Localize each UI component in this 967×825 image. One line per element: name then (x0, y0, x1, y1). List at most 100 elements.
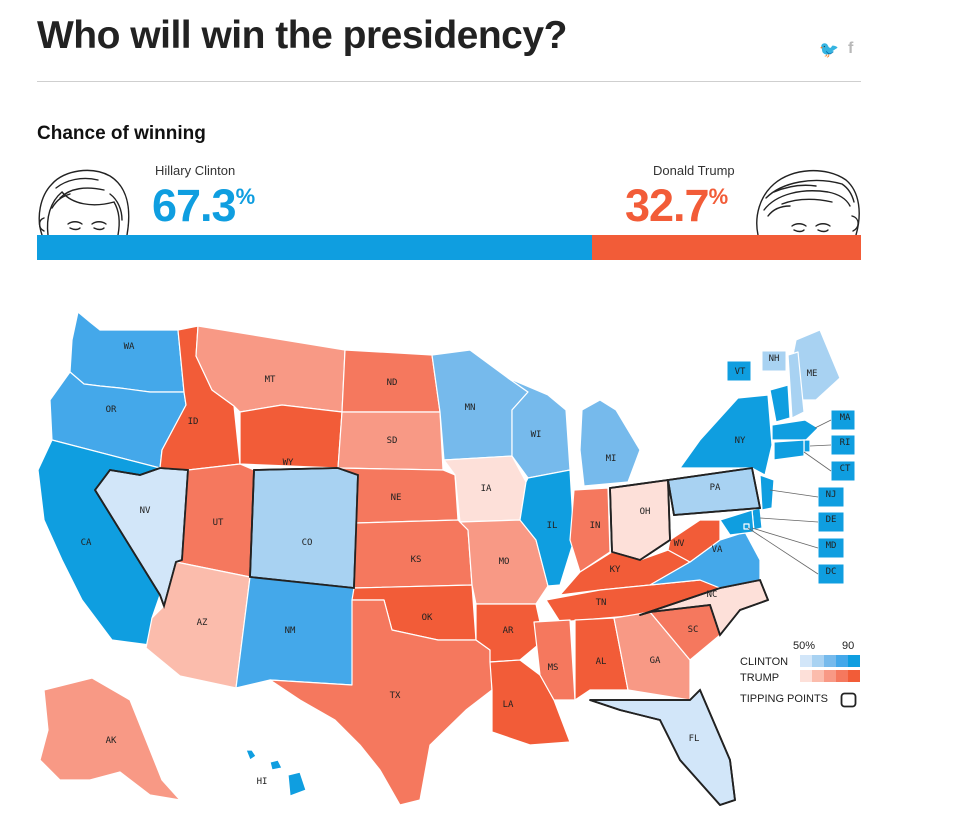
legend-clinton-label: CLINTON (740, 656, 789, 668)
callout-leader-line (747, 527, 819, 575)
state-ms[interactable] (533, 619, 576, 701)
trump-probability-bar (592, 235, 861, 260)
state-label-ak: AK (106, 736, 117, 746)
state-label-nc: NC (707, 590, 718, 600)
state-label-nj: NJ (826, 490, 837, 500)
state-vt[interactable] (769, 384, 791, 423)
state-label-id: ID (188, 417, 199, 427)
state-label-ny: NY (735, 436, 746, 446)
state-label-nh: NH (769, 354, 780, 364)
clinton-portrait-icon (38, 169, 130, 236)
state-nh[interactable] (787, 351, 805, 419)
state-ak[interactable] (39, 677, 181, 801)
tipping-point-icon (840, 692, 857, 708)
state-ny[interactable] (679, 394, 773, 476)
legend-swatch (812, 655, 824, 667)
state-label-tx: TX (390, 691, 401, 701)
state-label-fl: FL (689, 734, 700, 744)
state-mi[interactable] (579, 399, 641, 487)
callout-leader-line (759, 517, 819, 523)
state-md[interactable] (719, 509, 755, 536)
state-label-nd: ND (387, 378, 398, 388)
state-ct[interactable] (773, 439, 805, 461)
clinton-name: Hillary Clinton (155, 163, 236, 178)
state-nj[interactable] (759, 474, 775, 511)
us-electoral-map: WA OR CA NV ID MT WY UT AZ CO NM ND SD NE KS OK TX MN IA MO… (37, 311, 856, 807)
state-label-ri: RI (840, 438, 851, 448)
legend-swatch (824, 655, 836, 667)
state-label-ga: GA (650, 656, 661, 666)
legend-swatch (800, 670, 812, 682)
state-co[interactable] (249, 467, 359, 589)
legend-trump-label: TRUMP (740, 672, 780, 684)
trump-name: Donald Trump (653, 163, 735, 178)
legend-swatch (824, 670, 836, 682)
section-label: Chance of winning (37, 123, 206, 144)
state-label-co: CO (302, 538, 313, 548)
state-label-de: DE (826, 515, 837, 525)
callout-leader-line (803, 451, 832, 472)
state-label-tn: TN (596, 598, 607, 608)
state-wv[interactable] (667, 519, 721, 563)
twitter-icon[interactable]: 🐦 (819, 42, 839, 59)
trump-portrait-icon (756, 170, 860, 236)
facebook-icon[interactable]: f (848, 40, 854, 57)
state-label-mo: MO (499, 557, 510, 567)
state-label-oh: OH (640, 507, 651, 517)
state-label-nv: NV (140, 506, 151, 516)
tipping-outline-co (249, 467, 359, 589)
legend-swatch (848, 670, 860, 682)
state-wa[interactable] (69, 311, 185, 393)
state-hi[interactable] (245, 749, 307, 797)
state-label-ar: AR (503, 626, 514, 636)
trump-pct-value: 32.7 (625, 180, 710, 231)
legend-swatch (800, 655, 812, 667)
state-label-dc: DC (826, 567, 837, 577)
state-label-az: AZ (197, 618, 208, 628)
title-divider (37, 81, 861, 82)
legend-swatch (848, 655, 860, 667)
state-box-nh[interactable] (761, 350, 787, 372)
state-label-ms: MS (548, 663, 559, 673)
state-al[interactable] (574, 617, 629, 701)
legend-tipping-label: TIPPING POINTS (740, 693, 829, 705)
state-label-wa: WA (124, 342, 135, 352)
state-label-ma: MA (840, 413, 851, 423)
trump-percentage: 32.7% (625, 180, 728, 232)
state-box-vt[interactable] (726, 360, 752, 382)
state-label-ky: KY (610, 565, 621, 575)
state-label-ia: IA (481, 484, 492, 494)
state-la[interactable] (489, 659, 571, 746)
state-tx[interactable] (269, 599, 493, 806)
tipping-outline-fl (589, 688, 736, 807)
state-ks[interactable] (353, 519, 473, 589)
state-label-hi: HI (257, 777, 268, 787)
state-label-sc: SC (688, 625, 699, 635)
state-label-sd: SD (387, 436, 398, 446)
clinton-pct-symbol: % (235, 184, 256, 209)
state-ma[interactable] (771, 419, 819, 441)
state-label-wi: WI (531, 430, 542, 440)
state-label-in: IN (590, 521, 601, 531)
legend-tick-50: 50% (793, 640, 816, 652)
state-label-pa: PA (710, 483, 721, 493)
state-label-or: OR (106, 405, 117, 415)
legend-color-scale (800, 655, 860, 682)
state-label-md: MD (826, 541, 837, 551)
state-label-al: AL (596, 657, 607, 667)
state-oh[interactable] (609, 479, 671, 561)
state-label-ct: CT (840, 464, 851, 474)
clinton-probability-bar (37, 235, 592, 260)
callout-leader-line (814, 419, 832, 429)
callout-leader-line (809, 444, 832, 447)
state-label-mi: MI (606, 454, 617, 464)
tipping-outline-nv (93, 467, 189, 609)
state-label-me: ME (807, 369, 818, 379)
legend-swatch (836, 655, 848, 667)
legend-swatch (836, 670, 848, 682)
callout-leader-line (751, 527, 819, 549)
state-label-nm: NM (285, 626, 296, 636)
state-il[interactable] (519, 469, 575, 587)
state-ri[interactable] (803, 439, 811, 453)
tipping-outline-nc (639, 578, 770, 637)
